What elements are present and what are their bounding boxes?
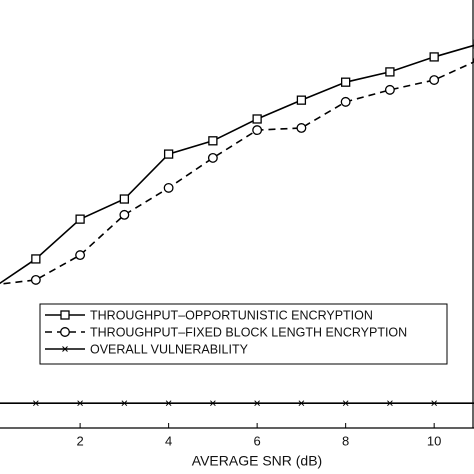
x-tick-label: 10 (427, 433, 441, 448)
marker-circle (75, 250, 86, 261)
marker-x (121, 400, 128, 407)
marker-square (31, 254, 41, 264)
marker-square (385, 67, 395, 77)
marker-circle (207, 152, 218, 163)
marker-circle (429, 75, 440, 85)
marker-square (119, 194, 130, 204)
marker-x (32, 400, 39, 407)
marker-circle (340, 96, 351, 107)
marker-square (296, 95, 307, 105)
marker-square (75, 214, 85, 224)
x-tick-label: 8 (342, 433, 349, 448)
marker-circle (384, 84, 395, 95)
marker-circle (296, 123, 307, 133)
series-line (0, 61, 474, 285)
legend-marker (62, 346, 68, 352)
marker-circle (30, 274, 41, 285)
marker-square (163, 149, 174, 159)
marker-square (252, 114, 262, 124)
marker-square (341, 77, 351, 87)
marker-circle (163, 182, 174, 193)
marker-x (431, 400, 438, 407)
marker-circle (119, 209, 130, 220)
x-tick-label: 4 (165, 433, 172, 448)
legend-marker (60, 327, 70, 337)
marker-x (210, 400, 216, 407)
legend-label: THROUGHPUT–FIXED BLOCK LENGTH ENCRYPTION (90, 325, 407, 339)
x-axis-label: AVERAGE SNR (dB) (192, 453, 322, 469)
x-tick-label: 2 (76, 433, 83, 448)
marker-x (254, 400, 260, 407)
legend-marker (60, 310, 70, 320)
marker-square (208, 136, 218, 146)
marker-x (387, 400, 393, 407)
legend-label: OVERALL VULNERABILITY (90, 342, 249, 356)
series-line (0, 44, 474, 285)
marker-circle (252, 125, 263, 136)
legend (39, 303, 448, 365)
marker-x (165, 400, 172, 407)
marker-square (429, 52, 439, 62)
marker-x (77, 400, 83, 407)
legend-label: THROUGHPUT–OPPORTUNISTIC ENCRYPTION (90, 308, 373, 322)
plot-area (0, 39, 474, 407)
x-tick-label: 6 (254, 433, 261, 448)
marker-x (342, 400, 349, 407)
marker-x (298, 400, 305, 407)
